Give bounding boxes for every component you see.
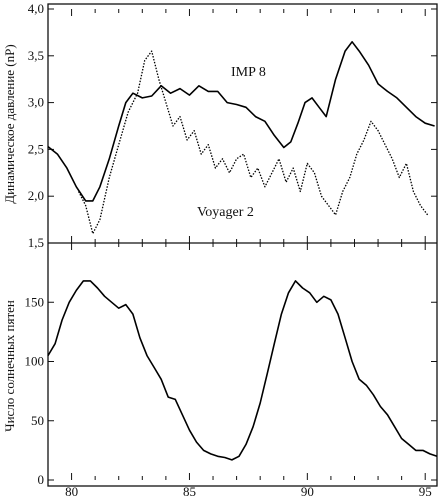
imp8-label: IMP 8 <box>231 65 266 80</box>
x-tick-label: 95 <box>419 484 432 499</box>
y-tick-label: 2,0 <box>28 188 44 203</box>
series-line-imp-8 <box>47 41 435 202</box>
y-tick-label: 2,5 <box>28 141 44 156</box>
series-line-voyager-2 <box>78 50 429 235</box>
y-tick-label: 4,0 <box>28 1 44 16</box>
top-ylabel: Динамическое давление (nP) <box>2 44 17 203</box>
bottom-ylabel: Число солнечных пятен <box>2 300 17 432</box>
y-tick-label: 0 <box>38 472 45 487</box>
y-tick-label: 1,5 <box>28 235 44 250</box>
x-tick-label: 80 <box>65 484 78 499</box>
series-line-sunspots <box>47 280 438 461</box>
x-tick-label: 85 <box>183 484 196 499</box>
y-tick-label: 50 <box>31 413 44 428</box>
y-tick-label: 150 <box>25 294 45 309</box>
y-tick-label: 3,0 <box>28 95 44 110</box>
plot-frame <box>47 3 438 487</box>
x-tick-label: 90 <box>301 484 314 499</box>
voyager2-label: Voyager 2 <box>197 205 254 220</box>
pressure-panel: 1,5 2,0 2,5 3,0 3,5 4,0 <box>28 1 437 250</box>
y-tick-label: 3,5 <box>28 48 44 63</box>
y-tick-label: 100 <box>25 354 45 369</box>
sunspot-panel: 0 50 100 150 80 85 90 95 <box>25 243 438 499</box>
